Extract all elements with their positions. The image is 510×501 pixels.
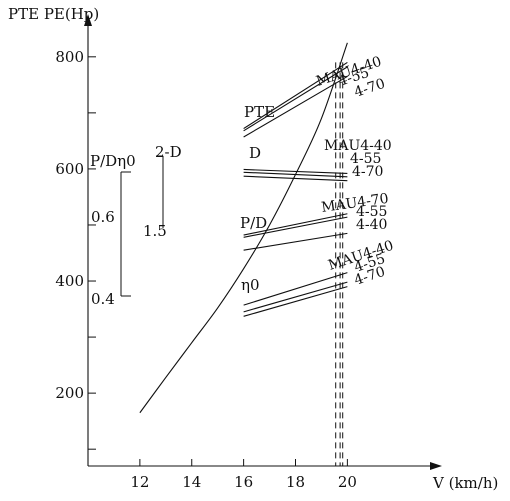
- ticks: 12 14 16 18 20 200 400 600 800: [55, 48, 357, 491]
- d-scale-label: 2-D: [155, 143, 182, 161]
- curves: [139, 42, 348, 466]
- y-tick-label: 800: [55, 48, 84, 66]
- y-axis-label: PTE PE(Hp): [8, 5, 99, 23]
- secondary-scale: P/Dη0 0.6 0.4 2-D 1.5: [90, 143, 182, 308]
- resistance-curve-pe: [139, 42, 348, 414]
- pd-eta-tick-label: 0.4: [91, 290, 115, 308]
- x-tick-label: 14: [182, 473, 201, 491]
- group-label-eta0: η0: [241, 276, 260, 294]
- y-axis-arrow: [84, 14, 92, 26]
- series-line: [243, 281, 348, 313]
- x-tick-label: 12: [130, 473, 149, 491]
- x-tick-label: 18: [286, 473, 305, 491]
- series-label: 4-70: [352, 164, 383, 180]
- series-line: [243, 75, 348, 138]
- series-line: [243, 286, 348, 317]
- series-line: [243, 175, 348, 182]
- y-tick-label: 400: [55, 272, 84, 290]
- series-label: MAU4-40: [324, 138, 392, 154]
- x-tick-label: 20: [338, 473, 357, 491]
- y-tick-label: 200: [55, 384, 84, 402]
- series-line: [243, 168, 348, 174]
- x-axis-label: V (km/h): [432, 474, 498, 492]
- series-line: [243, 66, 348, 132]
- series-line: [243, 272, 348, 306]
- series-label: 4-55: [350, 151, 381, 167]
- series-line: [243, 232, 348, 251]
- x-axis-arrow: [430, 462, 442, 470]
- group-label-pd: P/D: [240, 214, 267, 232]
- x-tick-label: 16: [234, 473, 253, 491]
- group-label-pte: PTE: [244, 103, 275, 121]
- axes: [84, 14, 442, 470]
- series-line: [243, 171, 348, 178]
- group-label-d: D: [249, 144, 261, 162]
- series-line: [243, 213, 348, 236]
- pd-eta-scale-label: P/Dη0: [90, 152, 136, 170]
- y-tick-label: 600: [55, 160, 84, 178]
- d-tick-label: 1.5: [143, 222, 167, 240]
- series-label: 4-40: [356, 217, 387, 233]
- series-line: [243, 61, 348, 130]
- series-line: [243, 216, 348, 238]
- series-label: 4-55: [356, 204, 387, 220]
- pd-eta-tick-label: 0.6: [91, 208, 115, 226]
